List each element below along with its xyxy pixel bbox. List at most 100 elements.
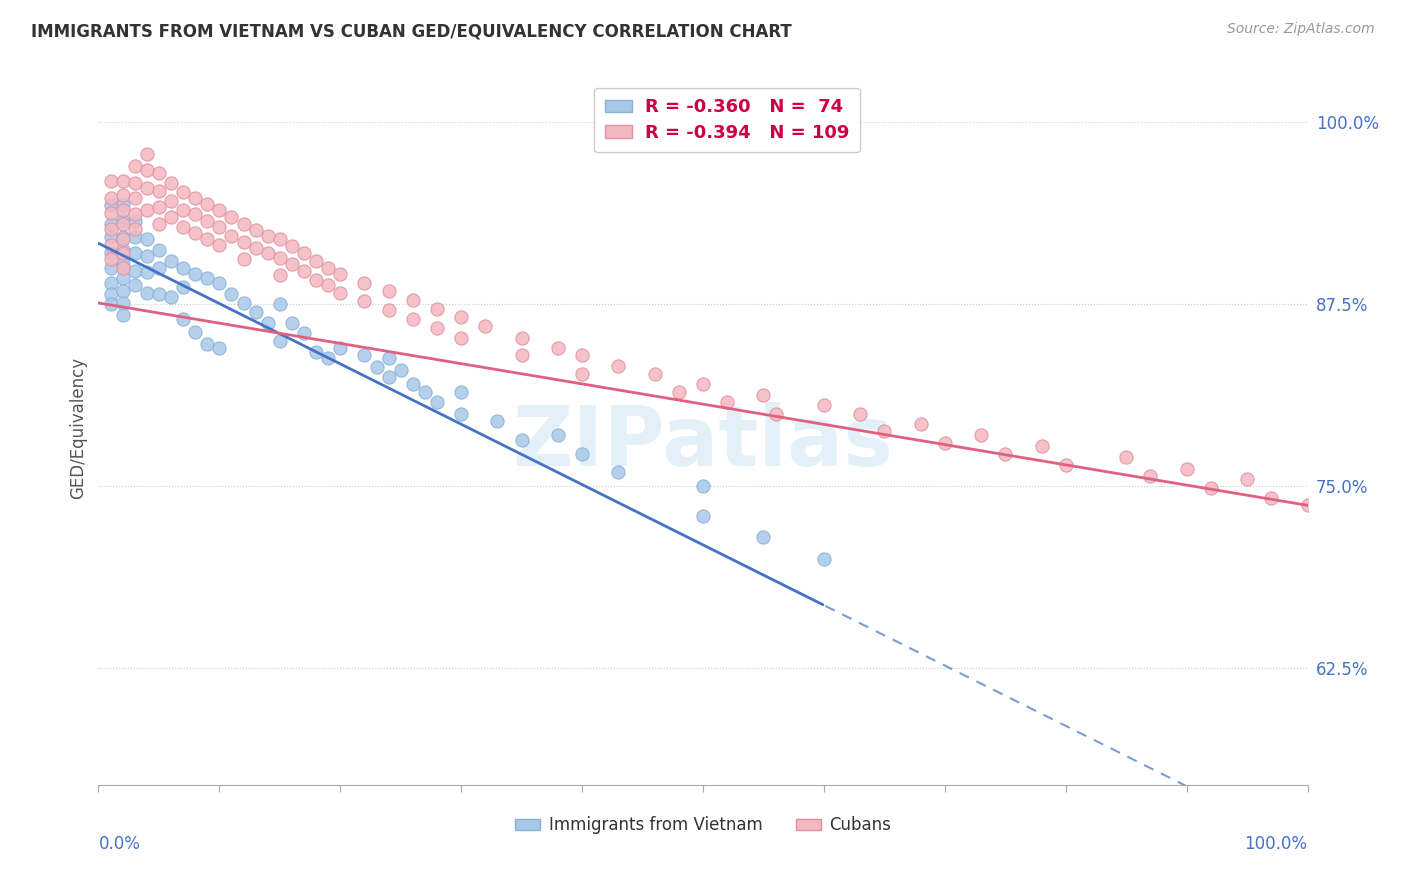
Point bbox=[172, 312, 194, 326]
Point bbox=[148, 244, 170, 258]
Point bbox=[111, 296, 134, 310]
Point bbox=[124, 230, 146, 244]
Point bbox=[269, 297, 291, 311]
Point bbox=[124, 246, 146, 260]
Point bbox=[111, 257, 134, 271]
Point bbox=[269, 334, 291, 348]
Point bbox=[124, 278, 146, 293]
Point bbox=[100, 173, 122, 187]
Point bbox=[426, 320, 449, 334]
Point bbox=[281, 239, 304, 253]
Point bbox=[100, 260, 122, 275]
Point bbox=[316, 351, 339, 366]
Point bbox=[148, 166, 170, 180]
Point bbox=[256, 316, 278, 330]
Text: 100.0%: 100.0% bbox=[1244, 835, 1308, 853]
Point bbox=[413, 384, 436, 399]
Point bbox=[111, 173, 134, 187]
Point bbox=[135, 285, 157, 300]
Point bbox=[1115, 450, 1137, 465]
Point bbox=[232, 217, 254, 231]
Point bbox=[148, 217, 170, 231]
Point bbox=[124, 214, 146, 228]
Point bbox=[208, 202, 231, 217]
Point bbox=[135, 232, 157, 246]
Point bbox=[111, 198, 134, 212]
Text: 0.0%: 0.0% bbox=[98, 835, 141, 853]
Point bbox=[269, 268, 291, 283]
Point bbox=[232, 296, 254, 310]
Point bbox=[208, 276, 231, 290]
Point bbox=[692, 479, 714, 493]
Point bbox=[353, 276, 375, 290]
Point bbox=[1296, 499, 1319, 513]
Point bbox=[172, 260, 194, 275]
Point bbox=[111, 244, 134, 258]
Point bbox=[450, 407, 472, 421]
Point bbox=[450, 310, 472, 325]
Point bbox=[571, 368, 593, 382]
Point bbox=[195, 197, 218, 211]
Point bbox=[100, 297, 122, 311]
Point bbox=[765, 407, 787, 421]
Point bbox=[402, 293, 425, 307]
Point bbox=[184, 325, 207, 339]
Point bbox=[100, 252, 122, 267]
Point bbox=[1031, 439, 1053, 453]
Point bbox=[148, 200, 170, 214]
Point bbox=[245, 223, 267, 237]
Point bbox=[232, 235, 254, 249]
Point bbox=[1260, 491, 1282, 505]
Point bbox=[100, 205, 122, 219]
Point bbox=[668, 384, 690, 399]
Point bbox=[873, 424, 896, 438]
Point bbox=[135, 147, 157, 161]
Point bbox=[644, 368, 666, 382]
Point bbox=[100, 237, 122, 252]
Point bbox=[329, 267, 352, 281]
Point bbox=[970, 428, 993, 442]
Point bbox=[172, 202, 194, 217]
Point bbox=[292, 246, 315, 260]
Point bbox=[329, 285, 352, 300]
Point bbox=[160, 194, 183, 208]
Point bbox=[221, 228, 243, 243]
Point bbox=[377, 351, 399, 366]
Point bbox=[111, 260, 134, 275]
Point bbox=[111, 271, 134, 285]
Point bbox=[172, 186, 194, 200]
Point bbox=[124, 207, 146, 221]
Point bbox=[111, 217, 134, 231]
Point bbox=[389, 363, 412, 377]
Point bbox=[124, 191, 146, 205]
Point bbox=[124, 177, 146, 191]
Point bbox=[849, 407, 872, 421]
Point bbox=[148, 287, 170, 301]
Point bbox=[292, 326, 315, 341]
Point bbox=[111, 188, 134, 202]
Point bbox=[184, 267, 207, 281]
Point bbox=[329, 341, 352, 355]
Point bbox=[353, 348, 375, 362]
Point bbox=[994, 447, 1017, 461]
Point bbox=[100, 246, 122, 260]
Point bbox=[100, 191, 122, 205]
Point bbox=[402, 377, 425, 392]
Point bbox=[510, 433, 533, 447]
Point bbox=[571, 348, 593, 362]
Point bbox=[305, 345, 328, 359]
Point bbox=[256, 246, 278, 260]
Point bbox=[426, 301, 449, 316]
Point bbox=[172, 220, 194, 235]
Point bbox=[377, 303, 399, 318]
Point bbox=[353, 294, 375, 309]
Point bbox=[305, 272, 328, 286]
Point bbox=[426, 395, 449, 409]
Point bbox=[1139, 469, 1161, 483]
Point bbox=[184, 207, 207, 221]
Point bbox=[111, 214, 134, 228]
Point bbox=[195, 271, 218, 285]
Point bbox=[752, 530, 775, 544]
Point bbox=[450, 331, 472, 345]
Point bbox=[172, 280, 194, 294]
